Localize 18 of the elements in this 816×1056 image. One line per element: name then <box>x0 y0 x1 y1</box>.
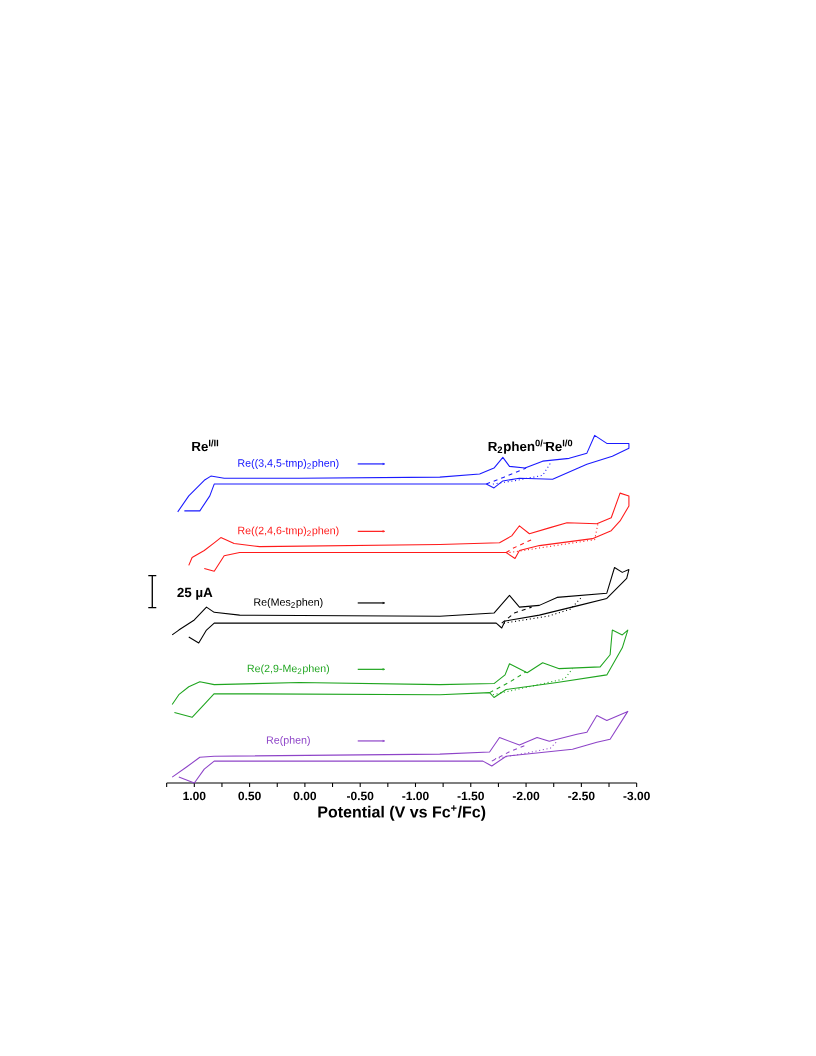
x-axis-title: Potential (V vs Fc$^{+}$/Fc) <box>318 805 486 821</box>
x-tick-label: 1.00 <box>183 791 206 801</box>
legend-label: Re((2,4,6-tmp)$_{2}$phen) <box>238 526 339 537</box>
annotation: 25 µA <box>177 587 213 600</box>
legend-label: Re((3,4,5-tmp)$_{2}$phen) <box>238 458 339 469</box>
x-tick-label: -2.00 <box>512 791 540 801</box>
x-tick-label: -0.50 <box>346 791 374 801</box>
series-label: Re(phen) <box>266 735 310 746</box>
annotation: Re$^{I/II}$ <box>192 439 219 452</box>
x-tick-label: -2.50 <box>568 791 595 801</box>
x-tick-label: -1.50 <box>457 791 484 801</box>
series-label: Re(Mes$_{2}$phen) <box>254 597 323 608</box>
x-tick-label: -1.00 <box>402 791 429 801</box>
series-label: Re(2,9-Me$_{2}$phen) <box>247 664 330 675</box>
x-tick-label: 0.50 <box>238 791 261 801</box>
x-tick-label: -3.00 <box>623 791 650 801</box>
x-tick-label: 0.00 <box>293 791 317 801</box>
annotation: Re$^{I/0}$ <box>546 439 573 452</box>
